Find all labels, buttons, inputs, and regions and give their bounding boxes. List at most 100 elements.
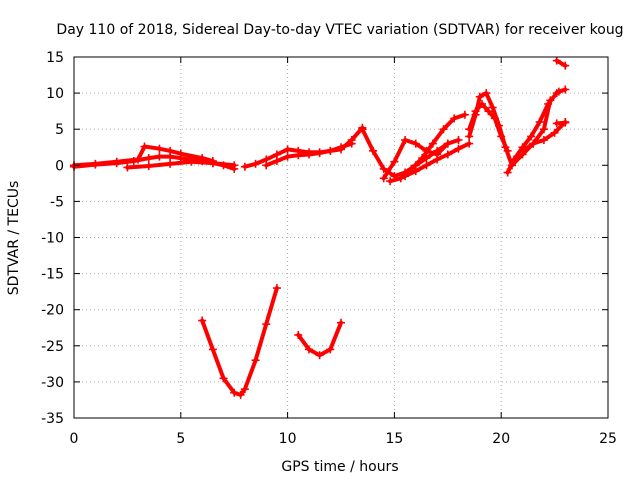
- data-point: [386, 177, 395, 186]
- data-point: [454, 144, 463, 153]
- series-arc-late-d: [552, 56, 570, 70]
- data-point: [176, 149, 185, 158]
- data-point: [554, 87, 563, 96]
- data-point: [187, 157, 196, 166]
- data-point: [411, 167, 420, 176]
- data-point: [198, 316, 207, 325]
- y-tick-label: -10: [41, 231, 64, 247]
- data-point: [379, 164, 388, 173]
- data-point: [401, 136, 410, 145]
- y-tick-label: -30: [41, 375, 64, 391]
- data-point: [550, 128, 559, 137]
- series-arc-mid-a: [240, 123, 367, 171]
- x-tick-label: 20: [492, 431, 510, 447]
- data-point: [518, 146, 527, 155]
- data-point: [465, 139, 474, 148]
- data-point: [230, 388, 239, 397]
- data-point: [315, 351, 324, 360]
- data-point: [262, 161, 271, 170]
- data-point: [418, 154, 427, 163]
- data-point: [561, 118, 570, 127]
- series-line: [72, 144, 215, 168]
- data-point: [529, 139, 538, 148]
- x-tick-label: 10: [279, 431, 297, 447]
- data-point: [443, 139, 452, 148]
- data-point: [326, 146, 335, 155]
- data-point: [144, 154, 153, 163]
- data-point: [166, 159, 175, 168]
- y-tick-label: 15: [46, 50, 64, 66]
- data-point: [471, 107, 480, 116]
- data-point: [527, 132, 536, 141]
- data-point: [401, 172, 410, 181]
- y-tick-label: -5: [50, 194, 64, 210]
- data-point: [460, 110, 469, 119]
- data-point: [475, 92, 484, 101]
- data-point: [482, 89, 491, 98]
- y-tick-label: 0: [55, 158, 64, 174]
- data-point: [535, 117, 544, 126]
- data-point: [552, 56, 561, 65]
- x-tick-label: 25: [599, 431, 617, 447]
- data-point: [283, 145, 292, 154]
- data-point: [166, 146, 175, 155]
- data-point: [272, 156, 281, 165]
- data-point: [369, 146, 378, 155]
- y-tick-label: -35: [41, 411, 64, 427]
- data-point: [439, 125, 448, 134]
- series-arc-late-e: [554, 85, 570, 96]
- data-point: [358, 125, 367, 134]
- data-point: [433, 155, 442, 164]
- series-arc-dip-small: [294, 318, 345, 360]
- data-point: [390, 157, 399, 166]
- axes-layer: 0 5 10 15 20 25 15 10 5 0 -5 -10 -15 -20 -25 -30 -35: [41, 50, 617, 447]
- data-point: [465, 125, 474, 134]
- data-point: [465, 132, 474, 141]
- data-point: [379, 174, 388, 183]
- data-point: [484, 107, 493, 116]
- data-point: [546, 96, 555, 105]
- data-point: [454, 136, 463, 145]
- x-tick-label: 5: [176, 431, 185, 447]
- y-tick-label: -15: [41, 267, 64, 283]
- y-tick-label: -25: [41, 339, 64, 355]
- data-point: [251, 356, 260, 365]
- data-point: [304, 345, 313, 354]
- data-point: [236, 390, 245, 399]
- data-point: [422, 161, 431, 170]
- series-line: [200, 286, 279, 397]
- data-point: [140, 142, 149, 151]
- data-point: [134, 155, 143, 164]
- data-point: [208, 345, 217, 354]
- series-line: [125, 159, 237, 170]
- data-point: [488, 103, 497, 112]
- data-point: [91, 159, 100, 168]
- data-point: [294, 330, 303, 339]
- y-tick-label: 5: [55, 122, 64, 138]
- data-point: [561, 85, 570, 94]
- data-point: [251, 159, 260, 168]
- series-arc-late-f: [552, 118, 570, 128]
- x-tick-label: 0: [70, 431, 79, 447]
- data-point: [503, 168, 512, 177]
- data-point: [208, 159, 217, 168]
- grid-layer: [74, 57, 608, 418]
- y-tick-label: 10: [46, 86, 64, 102]
- data-point: [262, 320, 271, 329]
- data-point: [450, 114, 459, 123]
- data-point: [123, 163, 132, 172]
- data-point: [294, 151, 303, 160]
- data-point: [272, 284, 281, 293]
- data-point: [507, 161, 516, 170]
- series-line: [554, 58, 568, 68]
- data-point: [230, 161, 239, 170]
- data-point: [304, 150, 313, 159]
- data-point: [396, 174, 405, 183]
- series-arc-wave-b: [379, 136, 452, 183]
- data-point: [539, 125, 548, 134]
- y-axis-label: SDTVAR / TECUs: [6, 181, 22, 296]
- series-line: [296, 320, 343, 358]
- series-arc-mid-b: [262, 139, 356, 170]
